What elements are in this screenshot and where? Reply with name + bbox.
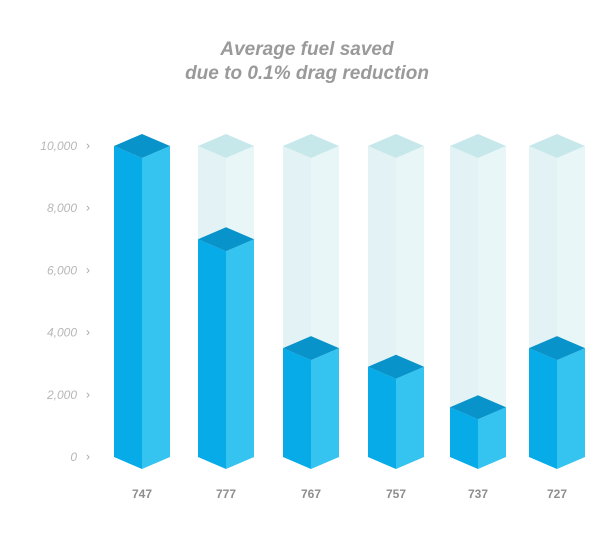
bar-777 bbox=[198, 134, 254, 469]
x-category-label: 757 bbox=[386, 487, 406, 501]
bar-max-container-side-face bbox=[478, 146, 506, 469]
y-tick-label: 10,000 bbox=[40, 139, 77, 153]
x-category-label: 737 bbox=[468, 487, 488, 501]
bar-value-side-face bbox=[142, 146, 170, 469]
bar-value-top-face bbox=[529, 336, 585, 361]
bar-value-top-face bbox=[283, 336, 339, 361]
x-axis: 747 777 767 757 737 727 bbox=[132, 487, 567, 501]
bar-value-front-face bbox=[198, 239, 226, 469]
bar-max-container-top-face bbox=[368, 134, 424, 158]
y-tick-marker: › bbox=[86, 387, 90, 401]
bar-value-side-face bbox=[311, 348, 339, 469]
bar-value-top-face bbox=[368, 354, 424, 379]
bar-max-container-front-face bbox=[450, 146, 478, 469]
y-tick-marker: › bbox=[86, 263, 90, 277]
bar-max-container-top-face bbox=[283, 134, 339, 158]
y-tick-label: 6,000 bbox=[47, 263, 77, 277]
bar-value-front-face bbox=[450, 407, 478, 469]
bar-747 bbox=[114, 134, 170, 469]
bar-value-front-face bbox=[529, 348, 557, 469]
bar-value-front-face bbox=[114, 146, 142, 469]
bar-value-side-face bbox=[396, 366, 424, 469]
bar-727 bbox=[529, 134, 585, 469]
bar-737 bbox=[450, 134, 506, 469]
bar-value-top-face bbox=[114, 134, 170, 158]
bar-value-front-face bbox=[368, 366, 396, 469]
bar-max-container-top-face bbox=[529, 134, 585, 158]
x-category-label: 727 bbox=[547, 487, 567, 501]
chart-title-line-2: due to 0.1% drag reduction bbox=[185, 63, 429, 84]
y-axis: 0 › 2,000 › 4,000 › 6,000 › 8,000 › 10,000 › bbox=[40, 139, 90, 465]
bar-value-front-face bbox=[283, 348, 311, 469]
bars bbox=[114, 134, 585, 469]
x-category-label: 777 bbox=[216, 487, 236, 501]
bar-value-side-face bbox=[557, 348, 585, 469]
y-tick-label: 4,000 bbox=[47, 326, 77, 340]
y-tick-label: 8,000 bbox=[47, 201, 77, 215]
bar-757 bbox=[368, 134, 424, 469]
bar-value-side-face bbox=[226, 239, 254, 469]
y-tick-marker: › bbox=[86, 201, 90, 215]
y-tick-marker: › bbox=[86, 139, 90, 153]
bar-value-top-face bbox=[450, 395, 506, 420]
bar-value-side-face bbox=[478, 407, 506, 469]
y-tick-label: 0 bbox=[70, 450, 77, 464]
x-category-label: 747 bbox=[132, 487, 152, 501]
x-category-label: 767 bbox=[301, 487, 321, 501]
chart-title-line-1: Average fuel saved bbox=[220, 39, 394, 60]
y-tick-marker: › bbox=[86, 450, 90, 464]
y-tick-marker: › bbox=[86, 325, 90, 339]
bar-max-container-top-face bbox=[450, 134, 506, 158]
y-tick-label: 2,000 bbox=[46, 388, 77, 402]
bar-value-top-face bbox=[198, 227, 254, 252]
bar-767 bbox=[283, 134, 339, 469]
bar-max-container-top-face bbox=[198, 134, 254, 158]
